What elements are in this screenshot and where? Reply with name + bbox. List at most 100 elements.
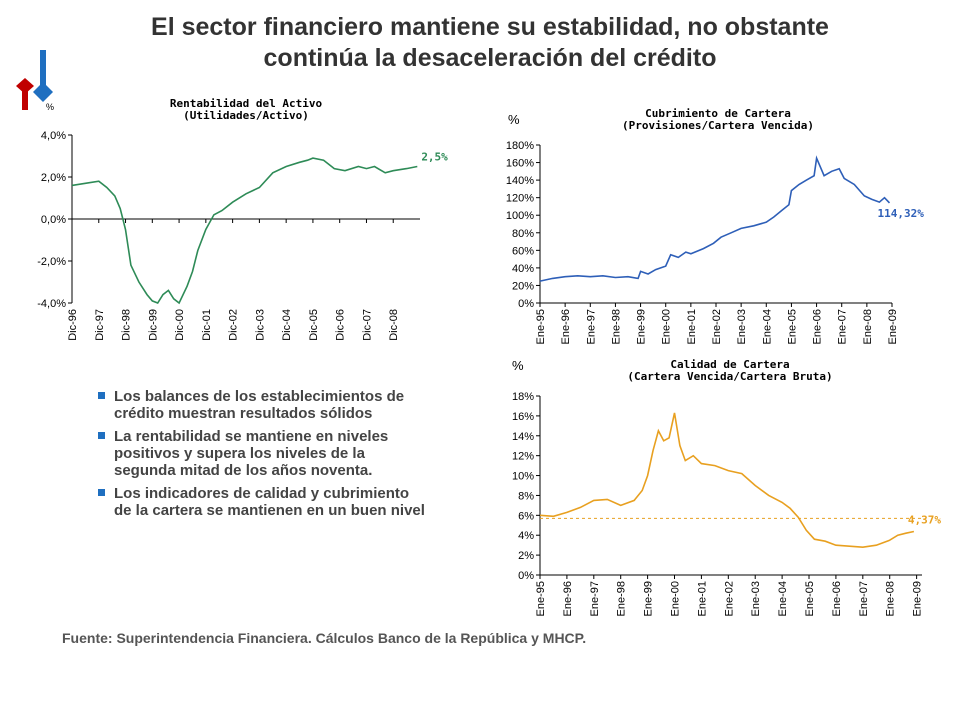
y-tick-label: 6%	[518, 510, 534, 522]
y-tick-label: 16%	[512, 411, 534, 423]
x-tick-label: Dic-07	[361, 309, 373, 341]
end-value-label: 114,32%	[877, 207, 924, 220]
y-axis-unit-label: %	[508, 112, 520, 127]
bullet-square-icon	[98, 489, 105, 496]
y-tick-label: 14%	[512, 431, 534, 443]
bullet-item: Los balances de los establecimientos de …	[96, 388, 426, 422]
y-tick-label: 160%	[506, 158, 534, 170]
x-tick-label: Ene-00	[661, 309, 673, 344]
x-tick-label: Ene-99	[636, 309, 648, 344]
bullet-list: Los balances de los establecimientos de …	[96, 388, 426, 525]
x-tick-label: Ene-96	[560, 309, 572, 344]
x-tick-label: Dic-05	[308, 309, 320, 341]
y-tick-label: 80%	[512, 228, 534, 240]
chart-subtitle: (Cartera Vencida/Cartera Bruta)	[627, 370, 832, 383]
x-tick-label: Ene-05	[804, 581, 816, 616]
chart-title: Rentabilidad del Activo	[170, 97, 323, 110]
x-tick-label: Ene-08	[885, 581, 897, 616]
chart-subtitle: (Provisiones/Cartera Vencida)	[622, 119, 814, 132]
x-tick-label: Dic-08	[388, 309, 400, 341]
y-tick-label: 180%	[506, 140, 534, 152]
y-tick-label: -2,0%	[37, 256, 66, 268]
x-tick-label: Ene-98	[610, 309, 622, 344]
bullet-item: La rentabilidad se mantiene en niveles p…	[96, 428, 426, 479]
x-tick-label: Dic-02	[228, 309, 240, 341]
x-tick-label: Dic-98	[121, 309, 133, 341]
y-tick-label: 140%	[506, 175, 534, 187]
x-tick-label: Ene-00	[670, 581, 682, 616]
x-tick-label: Ene-03	[750, 581, 762, 616]
y-tick-label: 20%	[512, 280, 534, 292]
x-tick-label: Dic-01	[201, 309, 213, 341]
y-tick-label: 4,0%	[41, 130, 66, 142]
title-line-2: continúa la desaceleración del crédito	[263, 44, 717, 72]
chart-subtitle: (Utilidades/Activo)	[183, 109, 309, 122]
x-tick-label: Ene-02	[723, 581, 735, 616]
series-line	[539, 412, 915, 549]
y-axis-unit-label: %	[512, 358, 524, 373]
x-tick-label: Ene-97	[585, 309, 597, 344]
y-tick-label: 100%	[506, 210, 534, 222]
x-tick-label: Dic-99	[147, 309, 159, 341]
x-tick-label: Ene-03	[736, 309, 748, 344]
x-tick-label: Ene-95	[535, 309, 547, 344]
x-tick-label: Ene-07	[837, 309, 849, 344]
x-tick-label: Ene-97	[589, 581, 601, 616]
title-line-1: El sector financiero mantiene su estabil…	[151, 13, 829, 41]
y-tick-label: 18%	[512, 391, 534, 403]
y-tick-label: 0,0%	[41, 214, 66, 226]
x-tick-label: Ene-04	[777, 581, 789, 616]
x-tick-label: Ene-05	[786, 309, 798, 344]
x-tick-label: Dic-97	[94, 309, 106, 341]
x-tick-label: Ene-01	[696, 581, 708, 616]
y-tick-label: 40%	[512, 263, 534, 275]
y-axis-unit-label: %	[46, 102, 54, 112]
page-title: El sector financiero mantiene su estabil…	[50, 12, 930, 74]
logo-icon	[16, 50, 53, 110]
bullet-square-icon	[98, 392, 105, 399]
end-value-label: 4,37%	[908, 514, 941, 527]
series-line	[71, 157, 418, 305]
x-tick-label: Dic-00	[174, 309, 186, 341]
x-tick-label: Ene-99	[643, 581, 655, 616]
x-tick-label: Ene-95	[535, 581, 547, 616]
y-tick-label: 4%	[518, 530, 534, 542]
y-tick-label: 2%	[518, 550, 534, 562]
y-tick-label: 8%	[518, 490, 534, 502]
y-tick-label: 60%	[512, 245, 534, 257]
end-value-label: 2,5%	[421, 151, 448, 164]
source-note: Fuente: Superintendencia Financiera. Cál…	[62, 630, 587, 646]
y-tick-label: 12%	[512, 451, 534, 463]
bullet-text: La rentabilidad se mantiene en niveles p…	[114, 428, 389, 479]
bullet-text: Los balances de los establecimientos de …	[114, 388, 405, 422]
x-tick-label: Ene-96	[562, 581, 574, 616]
x-tick-label: Ene-06	[831, 581, 843, 616]
y-tick-label: 2,0%	[41, 172, 66, 184]
x-tick-label: Ene-02	[711, 309, 723, 344]
x-tick-label: Ene-04	[761, 309, 773, 344]
logo-red-diamond	[16, 78, 34, 94]
logo-blue-bar	[40, 50, 46, 90]
x-tick-label: Dic-04	[281, 309, 293, 341]
bullet-text: Los indicadores de calidad y cubrimiento…	[114, 485, 425, 519]
x-tick-label: Ene-01	[686, 309, 698, 344]
x-tick-label: Ene-09	[912, 581, 924, 616]
x-tick-label: Ene-09	[887, 309, 899, 344]
x-tick-label: Dic-96	[67, 309, 79, 341]
y-tick-label: 10%	[512, 471, 534, 483]
y-tick-label: 120%	[506, 193, 534, 205]
chart-title: Cubrimiento de Cartera	[645, 107, 791, 120]
x-tick-label: Ene-98	[616, 581, 628, 616]
x-tick-label: Ene-06	[812, 309, 824, 344]
y-tick-label: -4,0%	[37, 298, 66, 310]
bullet-item: Los indicadores de calidad y cubrimiento…	[96, 485, 426, 519]
logo-red-bar	[22, 88, 28, 110]
y-tick-label: 0%	[518, 570, 534, 582]
series-line	[539, 155, 891, 282]
y-tick-label: 0%	[518, 298, 534, 310]
x-tick-label: Ene-07	[858, 581, 870, 616]
x-tick-label: Dic-06	[335, 309, 347, 341]
